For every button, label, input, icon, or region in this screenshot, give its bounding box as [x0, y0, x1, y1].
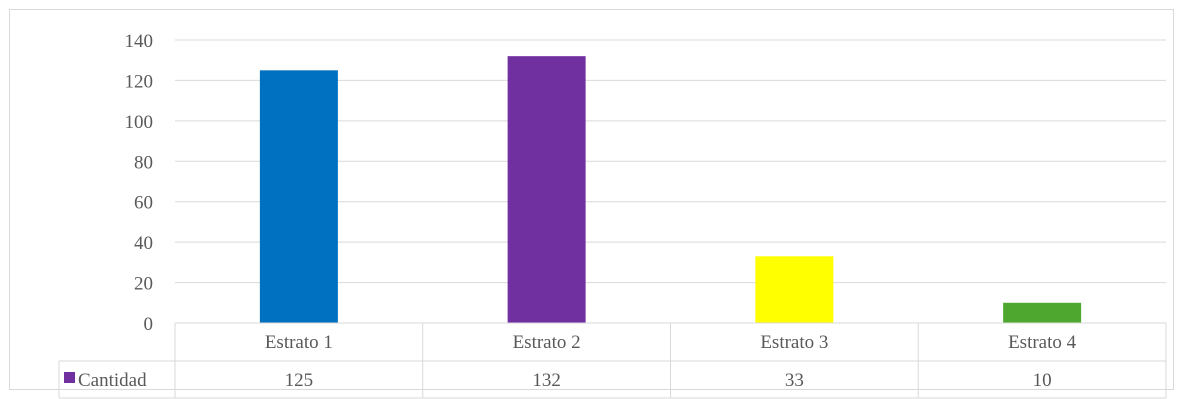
data-table: Estrato 1 Estrato 2 Estrato 3 Estrato 4 Cant…: [58, 322, 1167, 399]
x-category-label: Estrato 1: [265, 332, 333, 353]
x-category-label: Estrato 4: [1008, 332, 1077, 353]
data-table-series-label: Cantidad: [78, 370, 147, 391]
data-table-value: 33: [785, 370, 804, 391]
y-axis-tick-labels: 0 20 40 60 80 100 120 140: [125, 31, 154, 335]
data-table-value: 125: [285, 370, 314, 391]
y-tick-label: 100: [125, 112, 154, 133]
bar-2: [507, 56, 586, 324]
y-tick-label: 140: [125, 31, 154, 52]
bars: [259, 56, 1082, 324]
bar-1: [259, 70, 338, 323]
data-table-value: 10: [1033, 370, 1052, 391]
y-tick-label: 0: [144, 314, 154, 335]
bar-3: [755, 256, 834, 323]
gridlines: [175, 39, 1166, 284]
y-tick-label: 40: [134, 233, 153, 254]
y-tick-label: 120: [125, 71, 154, 92]
y-tick-label: 20: [134, 274, 153, 295]
legend-key: [64, 372, 75, 383]
x-category-label: Estrato 2: [513, 332, 581, 353]
data-table-value: 132: [532, 370, 561, 391]
y-tick-label: 60: [134, 193, 153, 214]
chart-frame: [9, 9, 1174, 390]
y-tick-label: 80: [134, 152, 153, 173]
bar-4: [1003, 302, 1082, 323]
x-category-label: Estrato 3: [760, 332, 828, 353]
